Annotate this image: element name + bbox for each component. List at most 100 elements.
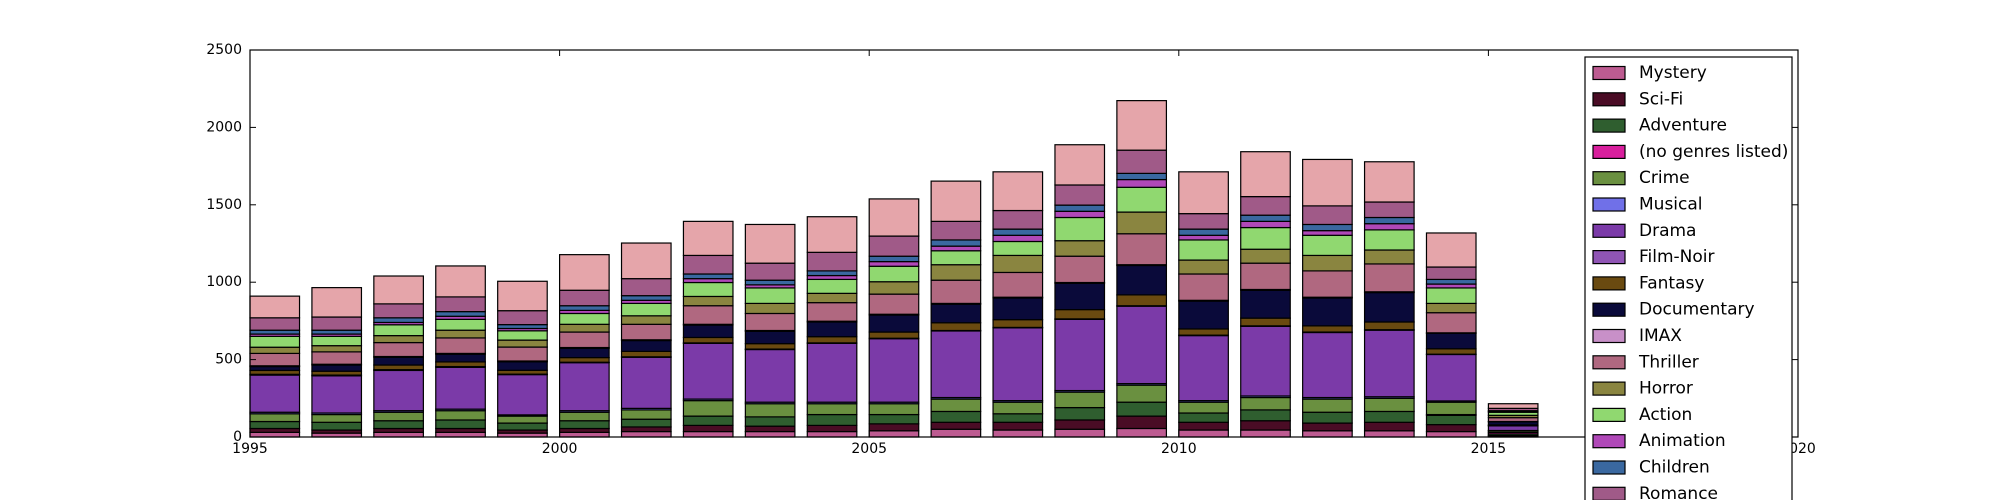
legend-swatch: [1592, 171, 1626, 186]
bar-segment: [1363, 229, 1415, 251]
legend-label: Adventure: [1639, 116, 1727, 136]
bar-segment: [1054, 210, 1106, 219]
bar-segment: [930, 264, 982, 281]
bar-segment: [1240, 248, 1291, 264]
bar-segment: [1240, 325, 1291, 397]
bar-segment: [620, 315, 672, 325]
bar-segment: [435, 311, 486, 317]
bar-segment: [558, 289, 610, 307]
bar-segment: [311, 364, 363, 372]
bar-segment: [744, 416, 796, 427]
x-tick-label: 2000: [542, 441, 578, 457]
bar-segment: [1363, 216, 1415, 225]
bar-segment: [1054, 216, 1106, 242]
bar-segment: [1240, 396, 1291, 411]
legend-swatch: [1592, 302, 1626, 317]
bar-segment: [1054, 144, 1106, 186]
bar-segment: [497, 361, 548, 371]
bar-segment: [1363, 223, 1415, 231]
bar-segment: [558, 420, 610, 430]
bar-segment: [744, 287, 796, 305]
bar-segment: [1363, 201, 1415, 219]
bar-segment: [1240, 214, 1291, 222]
bar-segment: [497, 330, 548, 341]
bar-segment: [249, 420, 301, 430]
x-tick-label: 2005: [851, 441, 887, 457]
legend-label: Musical: [1639, 195, 1703, 215]
bar-segment: [558, 305, 610, 311]
bar-segment: [930, 250, 982, 266]
bar-segment: [992, 171, 1044, 212]
bar-segment: [682, 281, 734, 298]
bar-segment: [744, 330, 796, 345]
bar-segment: [1302, 430, 1353, 438]
bar-segment: [806, 336, 858, 344]
bar-segment: [435, 366, 486, 410]
bar-segment: [1116, 100, 1168, 151]
bar-segment: [744, 262, 796, 281]
bar-segment: [992, 271, 1044, 298]
bar-segment: [1240, 429, 1291, 438]
bar-segment: [620, 339, 672, 352]
bar-segment: [435, 318, 486, 331]
bar-segment: [1302, 297, 1353, 327]
bar-segment: [992, 240, 1044, 257]
bar-segment: [682, 430, 734, 438]
bar-segment: [744, 302, 796, 315]
bar-segment: [373, 335, 424, 344]
bar-segment: [744, 343, 796, 350]
bar-segment: [868, 255, 920, 263]
bar-segment: [620, 278, 672, 297]
bar-segment: [1363, 430, 1415, 438]
bar-segment: [930, 279, 982, 305]
bar-segment: [868, 403, 920, 416]
bar-segment: [744, 279, 796, 286]
legend-label: IMAX: [1639, 326, 1682, 346]
bar-segment: [1425, 266, 1477, 281]
bar-segment: [558, 254, 610, 291]
bar-segment: [1363, 249, 1415, 265]
bar-segment: [1116, 149, 1168, 174]
bar-segment: [806, 216, 858, 253]
bar-segment: [1178, 300, 1229, 330]
bar-segment: [1363, 410, 1415, 423]
y-tick-label: 1000: [206, 274, 242, 290]
bar-segment: [1116, 427, 1168, 438]
bar-segment: [1302, 270, 1353, 298]
legend-swatch: [1592, 434, 1626, 449]
bar-segment: [311, 287, 363, 318]
bar-segment: [744, 430, 796, 438]
bar-segment: [868, 331, 920, 339]
bar-segment: [558, 331, 610, 349]
bar-segment: [992, 254, 1044, 274]
bar-segment: [1425, 232, 1477, 268]
bar-segment: [558, 431, 610, 438]
legend-swatch: [1592, 197, 1626, 212]
bar-segment: [1240, 195, 1291, 216]
bar-segment: [620, 430, 672, 438]
legend-label: Film-Noir: [1639, 247, 1715, 267]
legend-swatch: [1592, 355, 1626, 370]
bar-segment: [1302, 234, 1353, 257]
bar-segment: [558, 362, 610, 412]
bar-segment: [620, 350, 672, 358]
bar-segment: [1178, 171, 1229, 215]
bar-segment: [806, 278, 858, 294]
bar-segment: [930, 398, 982, 413]
bar-segment: [682, 295, 734, 307]
bar-segment: [620, 323, 672, 341]
bar-segment: [744, 425, 796, 433]
bar-segment: [992, 234, 1044, 243]
legend-swatch: [1592, 144, 1626, 159]
bar-segment: [373, 364, 424, 371]
legend-label: Crime: [1639, 168, 1690, 188]
y-tick-label: 500: [215, 352, 242, 368]
bar-segment: [1425, 348, 1477, 355]
bar-segment: [744, 223, 796, 264]
bar-segment: [373, 324, 424, 337]
bar-segment: [249, 352, 301, 367]
bar-segment: [682, 324, 734, 339]
legend-swatch: [1592, 486, 1626, 500]
bar-segment: [497, 374, 548, 416]
y-tick-label: 2000: [206, 119, 242, 135]
